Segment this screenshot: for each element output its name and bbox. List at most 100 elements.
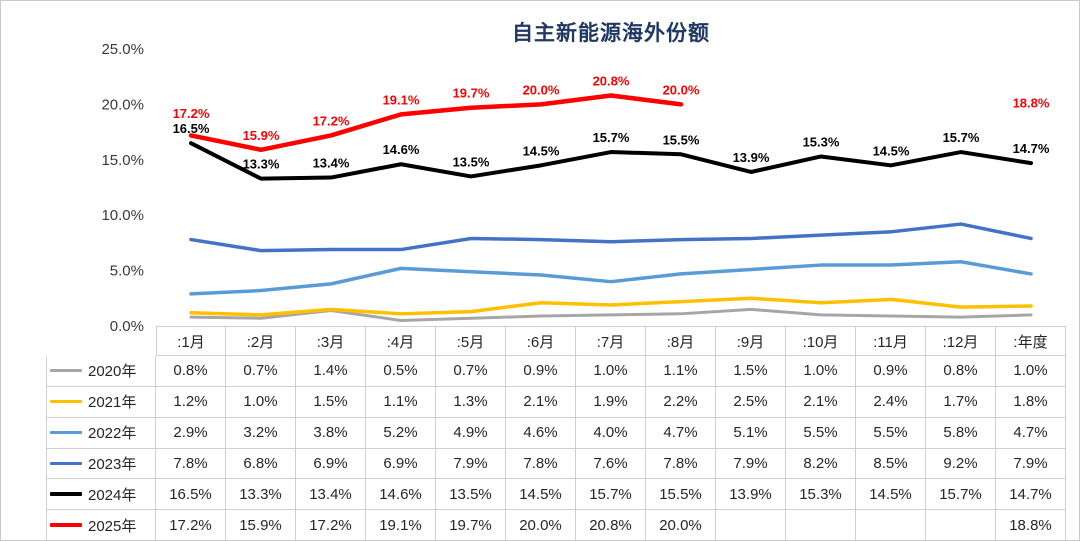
- year-label: 2020年: [88, 363, 137, 381]
- value-cell: 16.5%: [156, 479, 226, 511]
- y-axis-tick-label: 10.0%: [101, 207, 144, 224]
- value-cell: 19.7%: [436, 510, 506, 540]
- value-cell: 14.6%: [366, 479, 436, 511]
- value-cell: 4.0%: [576, 417, 646, 449]
- y-axis-tick-label: 5.0%: [110, 263, 144, 280]
- value-cell: 17.2%: [296, 510, 366, 540]
- legend-swatch-2024年: [50, 492, 82, 496]
- year-cell: 2020年: [46, 356, 156, 387]
- year-cell: 2021年: [46, 386, 156, 418]
- value-cell: 7.9%: [996, 448, 1066, 480]
- value-cell: 20.8%: [576, 510, 646, 540]
- value-cell: 14.5%: [856, 479, 926, 511]
- value-label-2024年: 15.5%: [663, 132, 700, 147]
- series-line-2020年: [189, 307, 1033, 322]
- legend-swatch-2022年: [50, 431, 82, 435]
- value-cell: 14.5%: [506, 479, 576, 511]
- value-cell: 4.7%: [646, 417, 716, 449]
- value-cell: 1.9%: [576, 386, 646, 418]
- value-cell: 1.1%: [366, 386, 436, 418]
- header-cell: :6月: [506, 326, 576, 356]
- value-label-2024年: 13.9%: [733, 150, 770, 165]
- value-cell: 0.7%: [436, 356, 506, 387]
- value-label-2025年: 19.1%: [383, 92, 420, 107]
- value-cell: 0.9%: [506, 356, 576, 387]
- value-cell: 13.9%: [716, 479, 786, 511]
- value-cell: 15.7%: [926, 479, 996, 511]
- header-cell: :1月: [156, 326, 226, 356]
- value-cell: 8.2%: [786, 448, 856, 480]
- header-cell: :5月: [436, 326, 506, 356]
- value-cell: 1.7%: [926, 386, 996, 418]
- year-label: 2025年: [88, 517, 137, 535]
- value-cell: 2.4%: [856, 386, 926, 418]
- value-cell: 5.5%: [856, 417, 926, 449]
- header-cell: :10月: [786, 326, 856, 356]
- value-label-2025年: 20.8%: [593, 74, 630, 89]
- value-cell: [716, 510, 786, 540]
- value-cell: 13.4%: [296, 479, 366, 511]
- series-line-2022年: [189, 259, 1033, 296]
- header-cell: :7月: [576, 326, 646, 356]
- value-cell: 5.2%: [366, 417, 436, 449]
- value-label-2024年: 13.5%: [453, 154, 490, 169]
- header-cell: :年度: [996, 326, 1066, 356]
- value-cell: 2.1%: [506, 386, 576, 418]
- year-cell: 2025年: [46, 510, 156, 540]
- value-cell: 7.8%: [156, 448, 226, 480]
- value-label-2024年: 14.5%: [873, 143, 910, 158]
- value-cell: 3.2%: [226, 417, 296, 449]
- value-cell: 1.0%: [576, 356, 646, 387]
- value-cell: 6.9%: [296, 448, 366, 480]
- header-cell: :2月: [226, 326, 296, 356]
- value-cell: 4.7%: [996, 417, 1066, 449]
- value-cell: 19.1%: [366, 510, 436, 540]
- value-cell: 0.7%: [226, 356, 296, 387]
- value-label-2024年: 14.7%: [1013, 141, 1050, 156]
- value-label-2025年: 15.9%: [243, 128, 280, 143]
- legend-swatch-2021年: [50, 400, 82, 404]
- value-cell: 13.5%: [436, 479, 506, 511]
- value-cell: 6.9%: [366, 448, 436, 480]
- value-cell: 0.9%: [856, 356, 926, 387]
- y-axis-tick-label: 25.0%: [101, 41, 144, 58]
- value-cell: 2.5%: [716, 386, 786, 418]
- value-cell: 15.9%: [226, 510, 296, 540]
- legend-swatch-2025年: [50, 523, 82, 528]
- value-label-2025年: 19.7%: [453, 86, 490, 101]
- value-cell: 1.2%: [156, 386, 226, 418]
- value-label-2024年: 14.5%: [523, 143, 560, 158]
- y-axis-tick-label: 20.0%: [101, 96, 144, 113]
- value-cell: [786, 510, 856, 540]
- year-cell: 2023年: [46, 448, 156, 480]
- value-cell: 2.9%: [156, 417, 226, 449]
- value-cell: 14.7%: [996, 479, 1066, 511]
- value-label-2024年: 13.3%: [243, 157, 280, 172]
- value-cell: 0.8%: [156, 356, 226, 387]
- value-cell: 13.3%: [226, 479, 296, 511]
- series-line-2024年: [189, 141, 1033, 181]
- series-line-2021年: [189, 296, 1033, 317]
- value-cell: 4.9%: [436, 417, 506, 449]
- value-cell: 15.5%: [646, 479, 716, 511]
- value-cell: 15.3%: [786, 479, 856, 511]
- header-cell: :9月: [716, 326, 786, 356]
- value-cell: 17.2%: [156, 510, 226, 540]
- value-cell: 2.1%: [786, 386, 856, 418]
- value-cell: 1.3%: [436, 386, 506, 418]
- value-label-2024年: 14.6%: [383, 142, 420, 157]
- value-cell: 1.0%: [996, 356, 1066, 387]
- value-label-2024年: 15.7%: [593, 130, 630, 145]
- value-cell: 9.2%: [926, 448, 996, 480]
- value-cell: 5.1%: [716, 417, 786, 449]
- year-label: 2024年: [88, 486, 137, 504]
- value-cell: 1.0%: [786, 356, 856, 387]
- data-table: :1月:2月:3月:4月:5月:6月:7月:8月:9月:10月:11月:12月:…: [46, 326, 1066, 540]
- value-cell: [856, 510, 926, 540]
- value-label-2024年: 13.4%: [313, 156, 350, 171]
- value-label-2025年: 17.2%: [173, 106, 210, 121]
- header-cell: :12月: [926, 326, 996, 356]
- value-cell: 1.5%: [296, 386, 366, 418]
- value-cell: 1.0%: [226, 386, 296, 418]
